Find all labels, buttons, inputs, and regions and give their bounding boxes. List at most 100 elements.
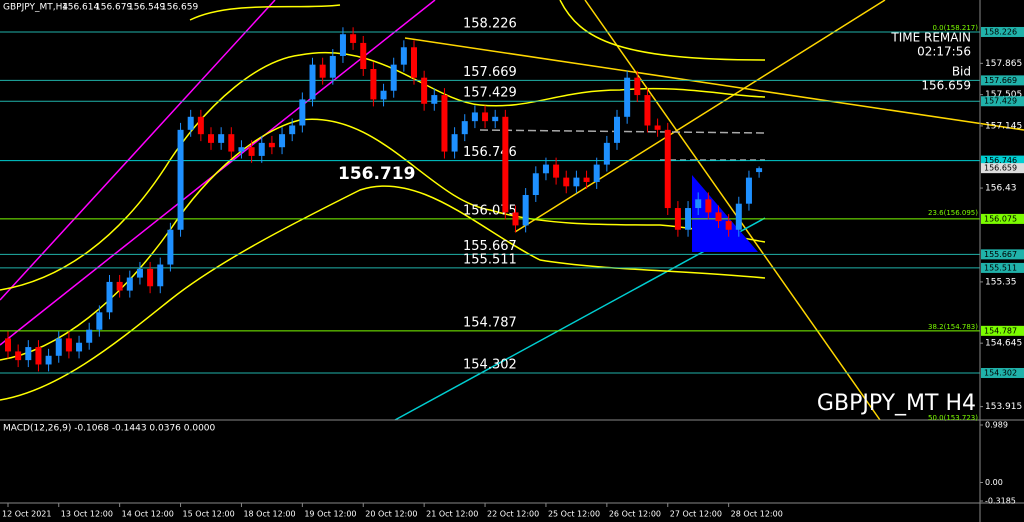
time-remain: TIME REMAIN [890,31,971,45]
candle-body [715,212,722,222]
candle-body [45,355,52,365]
marked-price: 156.719 [338,164,415,184]
candle-body [167,229,174,265]
candle-body [411,47,417,78]
y-tick-label: 154.645 [985,339,1022,349]
level-label: 154.302 [463,357,517,372]
macd-tick-label: 0.989 [985,421,1008,430]
candle-body [136,268,143,278]
trend-line [404,37,1024,131]
level-label: 157.429 [463,86,517,101]
candle-body [664,129,671,209]
x-tick-label: 26 Oct 12:00 [609,510,661,519]
level-tag [981,26,1024,37]
trend-line [514,0,886,233]
candle-body [96,312,103,330]
candle-body [25,347,32,361]
fib-label: 0.0(158.217) [932,24,978,32]
level-label: 155.511 [463,252,517,267]
x-tick-label: 15 Oct 12:00 [183,510,235,519]
price-tag-label: 156.659 [984,164,1017,173]
candle-body [309,64,316,100]
band-line [0,118,766,361]
candle-body [634,77,641,96]
candle-body [187,116,194,130]
candle-body [268,142,275,148]
level-label: 156.746 [463,145,517,160]
level-tag [981,325,1024,336]
candle-body [55,338,62,356]
candle-body [685,208,692,230]
candle-body [482,112,489,122]
candle-body [421,77,428,104]
y-tick-label: 157.865 [985,59,1022,69]
candle-body [299,99,306,126]
header-open: 156.614 [62,3,99,13]
candle-body [329,55,336,78]
level-tag [981,367,1024,378]
level-tag-label: 158.226 [984,27,1017,36]
level-tag [981,213,1024,224]
candle-body [248,147,255,156]
candle-body [5,338,11,352]
candle-body [583,177,590,182]
level-label: 156.075 [463,203,517,218]
candle-body [258,142,265,156]
level-tag [981,155,1024,166]
fib-label: 38.2(154.783) [928,323,978,331]
bid-label: Bid [952,65,971,79]
candle-body [563,177,570,187]
y-tick-label: 156.43 [985,184,1017,194]
candle-body [461,121,468,135]
x-tick-label: 12 Oct 2021 [2,510,51,519]
candle-body [106,281,113,313]
candle-body [451,134,458,152]
candle-body [492,116,499,122]
candle-body [400,47,407,65]
level-tag-label: 157.429 [984,97,1017,106]
level-tag [981,249,1024,260]
candle-body [532,173,539,196]
x-tick-label: 19 Oct 12:00 [304,510,356,519]
x-tick-label: 20 Oct 12:00 [365,510,417,519]
candle-body [756,168,763,173]
candle-body [471,112,478,122]
candle-body [289,125,296,135]
candle-body [573,177,580,187]
candle-body [674,208,681,230]
candle-body [390,64,397,91]
candle-body [238,147,245,152]
candle-body [522,195,529,226]
header-close: 156.659 [161,3,198,13]
y-tick-label: 157.505 [985,90,1022,100]
level-tag-label: 156.746 [984,156,1017,165]
candle-body [380,90,387,100]
candle-body [705,199,712,213]
candle-body [644,95,651,126]
levels: 158.226 157.669 157.429 156.746 156.075 155.6… [0,16,980,374]
fib-label: 23.6(156.095) [928,209,978,217]
x-tick-label: 22 Oct 12:00 [487,510,539,519]
candle-body [735,203,742,230]
macd-tick-label: 0.00 [985,478,1003,487]
candle-body [654,125,661,130]
x-tick-label: 13 Oct 12:00 [61,510,113,519]
candle-body [208,134,214,143]
candle-body [350,34,357,43]
candle-body [512,212,519,226]
level-tag [981,262,1024,273]
candles [5,27,763,372]
level-tag-label: 154.787 [984,326,1017,335]
candle-body [126,277,133,291]
candle-body [745,177,752,204]
candle-body [177,129,184,230]
candle-body [35,347,42,365]
candle-body [695,199,702,209]
header-low: 156.549 [128,3,165,13]
x-tick-label: 25 Oct 12:00 [548,510,600,519]
level-label: 154.787 [463,315,517,330]
level-label: 155.667 [463,239,517,254]
price-tag [981,163,1024,174]
header-symbol: GBPJPY_MT,H4 [3,3,68,13]
